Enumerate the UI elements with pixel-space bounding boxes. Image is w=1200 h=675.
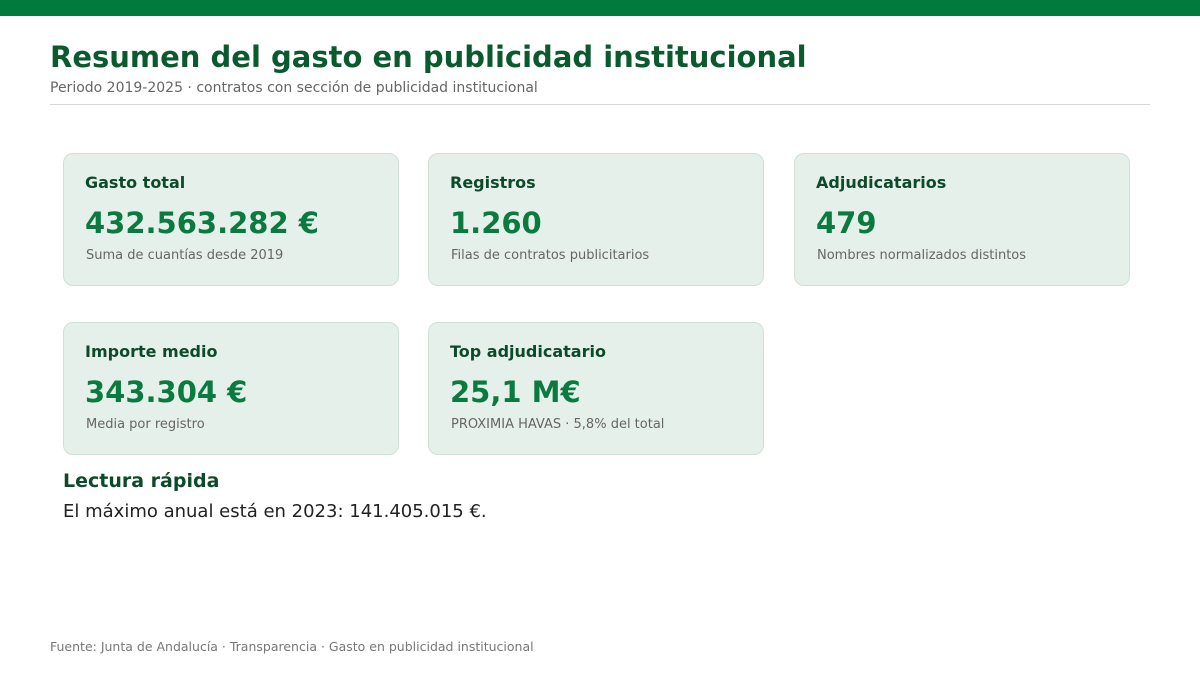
kpi-note: Nombres normalizados distintos (817, 248, 1027, 263)
kpi-card: Gasto total 432.563.282 € Suma de cuantías… (63, 153, 399, 286)
kpi-note: Filas de contratos publicitarios (451, 248, 650, 263)
kpi-value: 479 (816, 206, 877, 240)
footer: Fuente: Junta de Andalucía · Transparenc… (50, 639, 534, 654)
kpi-label: Adjudicatarios (816, 173, 947, 192)
kpi-card: Adjudicatarios 479 Nombres normalizados di… (794, 153, 1130, 286)
kpi-card: Top adjudicatario 25,1 M€ PROXIMIA HAVAS ·… (428, 322, 764, 455)
kpi-card: Importe medio 343.304 € Media por registro (63, 322, 399, 455)
kpi-label: Registros (450, 173, 536, 192)
page-title: Resumen del gasto en publicidad instituc… (50, 40, 807, 74)
page-subtitle: Periodo 2019-2025 · contratos con secció… (50, 80, 538, 96)
insight-text: El máximo anual está en 2023: 141.405.01… (63, 501, 487, 522)
kpi-label: Top adjudicatario (450, 342, 606, 361)
kpi-note: Suma de cuantías desde 2019 (86, 248, 284, 263)
kpi-value: 343.304 € (85, 375, 248, 409)
insight-heading: Lectura rápida (63, 470, 220, 492)
kpi-value: 432.563.282 € (85, 206, 319, 240)
kpi-note: PROXIMIA HAVAS · 5,8% del total (451, 417, 665, 432)
divider (50, 104, 1150, 105)
kpi-value: 25,1 M€ (450, 375, 581, 409)
kpi-label: Gasto total (85, 173, 186, 192)
kpi-value: 1.260 (450, 206, 542, 240)
kpi-note: Media por registro (86, 417, 205, 432)
top-bar (0, 0, 1200, 16)
kpi-card: Registros 1.260 Filas de contratos publici… (428, 153, 764, 286)
kpi-label: Importe medio (85, 342, 218, 361)
